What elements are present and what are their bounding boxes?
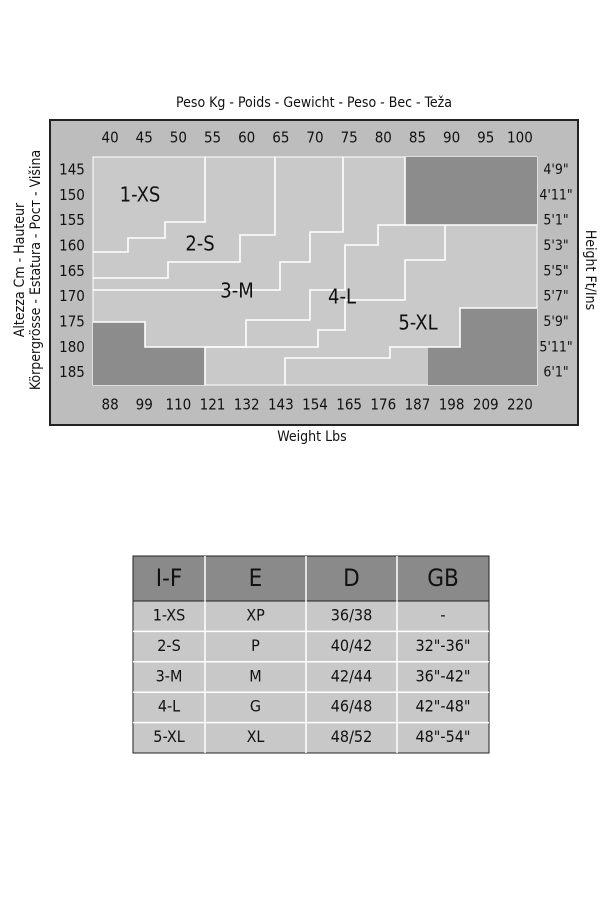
kg-label: 90 [443,129,460,147]
kg-label: 70 [306,129,323,147]
table-cell: 32"-36" [415,636,470,655]
zone-label: 5-XL [398,311,437,335]
cm-label: 175 [59,313,85,331]
size-table [132,555,490,754]
zone-label: 3-M [220,279,253,303]
table-cell: 36"-42" [415,666,470,685]
lbs-label: 154 [302,396,328,414]
table-cell: M [249,666,261,685]
left-label: Körpergrösse - Estatura - Рост - Višina [28,150,44,390]
table-cell: 36/38 [331,606,372,625]
table-cell: 40/42 [331,636,372,655]
lbs-label: 176 [370,396,396,414]
ft-label: 6'1" [543,365,568,381]
table-cell: G [250,697,261,716]
table-header: I-F [156,564,183,592]
kg-label: 50 [170,129,187,147]
table-cell: 3-M [156,666,183,685]
ft-label: 5'3" [543,238,568,254]
kg-label: 95 [477,129,494,147]
ft-label: 5'1" [543,213,568,229]
table-cell: P [251,636,260,655]
kg-label: 55 [204,129,221,147]
zone-label: 1-XS [120,183,161,207]
table-header: D [343,564,360,592]
lbs-label: 165 [336,396,362,414]
kg-label: 40 [101,129,118,147]
cm-label: 145 [59,161,85,179]
table-cell: 5-XL [153,727,184,746]
table-cell: XP [246,606,265,625]
table-cell: 46/48 [331,697,372,716]
kg-label: 85 [409,129,426,147]
cm-label: 165 [59,262,85,280]
table-cell: 48"-54" [415,727,470,746]
lbs-label: 99 [136,396,153,414]
kg-label: 45 [136,129,153,147]
right-label: Height Ft/Ins [582,230,598,310]
left-label: Altezza Cm - Hauteur [12,202,28,337]
table-cell: 2-S [157,636,181,655]
zone-boundaries [93,157,537,385]
lbs-label: 110 [166,396,192,414]
table-cell: XL [247,727,265,746]
table-cell: 42/44 [331,666,372,685]
cm-label: 185 [59,363,85,381]
table-cell: 1-XS [153,606,186,625]
lbs-label: 88 [101,396,118,414]
ft-label: 5'9" [543,314,568,330]
cm-label: 160 [59,237,85,255]
kg-label: 80 [375,129,392,147]
lbs-label: 198 [439,396,465,414]
zone-label: 4-L [328,285,356,309]
kg-label: 100 [507,129,533,147]
lbs-label: 132 [234,396,260,414]
lbs-label: 143 [268,396,294,414]
ft-label: 4'11" [539,187,572,203]
kg-label: 65 [272,129,289,147]
ft-label: 4'9" [543,162,568,178]
kg-label: 60 [238,129,255,147]
cm-label: 170 [59,287,85,305]
cm-label: 155 [59,211,85,229]
table-cell: 4-L [158,697,180,716]
ft-label: 5'11" [539,339,572,355]
cm-label: 180 [59,338,85,356]
zone-label: 2-S [185,232,214,256]
ft-label: 5'5" [543,263,568,279]
lbs-label: 187 [405,396,431,414]
bottom-label: Weight Lbs [277,429,346,445]
table-header: GB [427,564,459,592]
table-cell: - [440,606,445,625]
top-label: Peso Kg - Poids - Gewicht - Peso - Вес -… [176,95,452,111]
ft-label: 5'7" [543,289,568,305]
table-cell: 42"-48" [415,697,470,716]
table-header: E [249,564,263,592]
kg-label: 75 [341,129,358,147]
lbs-label: 220 [507,396,533,414]
lbs-label: 209 [473,396,499,414]
cm-label: 150 [59,186,85,204]
excluded-areas [93,157,537,385]
table-cell: 48/52 [331,727,372,746]
lbs-label: 121 [200,396,226,414]
